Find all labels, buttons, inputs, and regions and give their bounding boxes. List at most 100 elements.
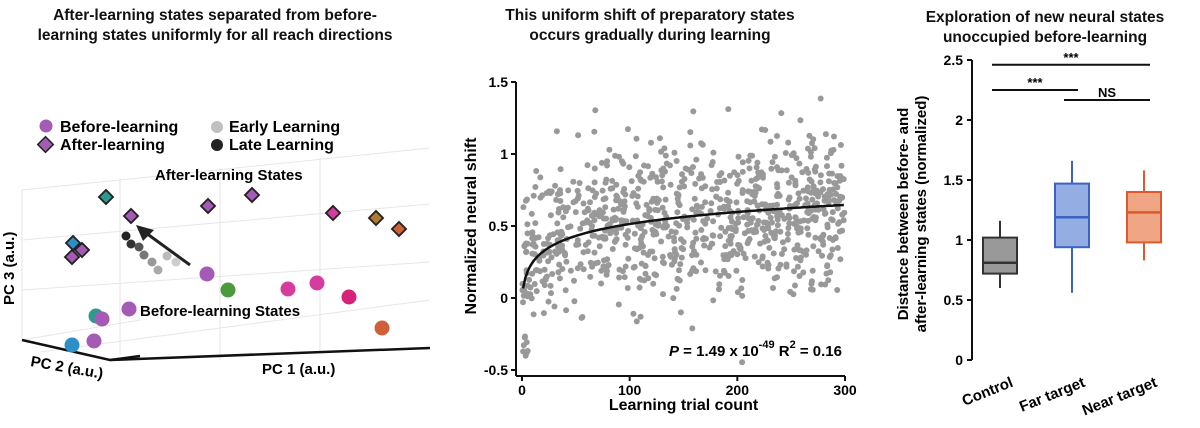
scatter-point (524, 221, 531, 228)
scatter-point (678, 254, 685, 261)
scatter-point (684, 224, 691, 231)
scatter-point (661, 145, 668, 152)
scatter-point (671, 238, 678, 245)
panel-b-title-line-1: This uniform shift of preparatory states (505, 7, 795, 24)
scatter-point (783, 167, 790, 174)
scatter-point (602, 234, 609, 241)
scatter-point (696, 209, 702, 216)
scatter-point (774, 213, 781, 220)
scatter-point (820, 186, 826, 193)
scatter-point (837, 173, 844, 180)
scatter-point (679, 171, 685, 178)
scatter-point (751, 253, 758, 260)
scatter-point (796, 195, 803, 202)
scatter-point (552, 248, 559, 255)
scatter-point (629, 192, 636, 199)
legend-after-label: After-learning (60, 137, 165, 154)
scatter-point (834, 205, 841, 212)
y-axis-title-line-2: after-learning states (normalized) (913, 96, 930, 333)
scatter-point (721, 205, 728, 212)
scatter-point (774, 184, 781, 191)
scatter-point (739, 359, 746, 366)
scatter-point (735, 215, 742, 222)
scatter-point (609, 185, 616, 192)
after-learning-marker (97, 188, 115, 206)
scatter-point (549, 271, 556, 277)
after-learning-marker (324, 204, 342, 222)
scatter-point (655, 197, 662, 204)
scatter-point (824, 262, 831, 269)
scatter-point (567, 223, 574, 230)
scatter-point (562, 287, 569, 294)
scatter-point (745, 215, 752, 222)
y-axis-title-line-1: Distance between before- and (895, 108, 912, 321)
scatter-point (774, 133, 780, 139)
y-tick-label: 0 (500, 290, 508, 306)
scatter-point (524, 196, 530, 203)
scatter-point (648, 198, 655, 205)
scatter-point (556, 275, 563, 282)
scatter-point (767, 214, 774, 221)
y-tick-label: 0 (955, 352, 963, 368)
scatter-point (653, 272, 660, 279)
scatter-point (796, 273, 803, 279)
scatter-point (689, 243, 696, 250)
scatter-point (725, 106, 732, 113)
scatter-point (708, 162, 715, 169)
scatter-point (771, 275, 778, 282)
scatter-point (832, 234, 839, 241)
scatter-point (785, 179, 792, 186)
scatter-point (807, 149, 814, 156)
scatter-point (650, 280, 657, 287)
scatter-point (559, 231, 566, 238)
scatter-point (524, 290, 531, 297)
significance-label: NS (1098, 85, 1116, 100)
scatter-point (803, 251, 809, 258)
scatter-point (540, 310, 547, 317)
late-learning-marker (121, 231, 131, 241)
scatter-point (667, 181, 674, 188)
scatter-point (668, 228, 675, 235)
scatter-point (698, 140, 705, 147)
early-learning-marker (139, 250, 149, 260)
scatter-point (548, 290, 554, 297)
scatter-point (735, 153, 742, 160)
scatter-point (638, 240, 645, 247)
log-fit-curve (521, 203, 844, 289)
scatter-point (577, 225, 584, 232)
scatter-point (753, 164, 760, 171)
scatter-point (577, 261, 584, 268)
scatter-point (839, 211, 846, 218)
shift-arrow (145, 231, 191, 267)
scatter-point (806, 132, 813, 139)
scatter-point (834, 245, 841, 251)
significance-label: *** (1063, 50, 1079, 65)
early-learning-marker (153, 265, 163, 275)
scatter-point (766, 244, 773, 251)
scatter-point (674, 195, 681, 202)
box-near-target (1126, 170, 1162, 261)
scatter-point (794, 242, 801, 249)
before-learning-markers (64, 266, 390, 353)
scatter-point (592, 260, 599, 267)
scatter-point (808, 278, 815, 285)
scatter-point (682, 165, 689, 172)
scatter-point (774, 222, 781, 229)
legend-late-marker (211, 139, 223, 151)
scatter-point (717, 233, 724, 240)
pc-axis-bottom (21, 338, 431, 362)
scatter-point (795, 229, 802, 236)
scatter-point (781, 246, 788, 253)
legend-early-label: Early Learning (229, 119, 340, 136)
scatter-point (598, 267, 605, 274)
scatter-point (603, 271, 610, 278)
scatter-point (780, 239, 786, 246)
scatter-point (633, 318, 640, 325)
scatter-point (645, 252, 651, 258)
scatter-point (542, 275, 549, 282)
scatter-point (778, 251, 785, 257)
scatter-point (693, 235, 700, 242)
scatter-point (820, 241, 827, 248)
scatter-point (635, 222, 642, 229)
